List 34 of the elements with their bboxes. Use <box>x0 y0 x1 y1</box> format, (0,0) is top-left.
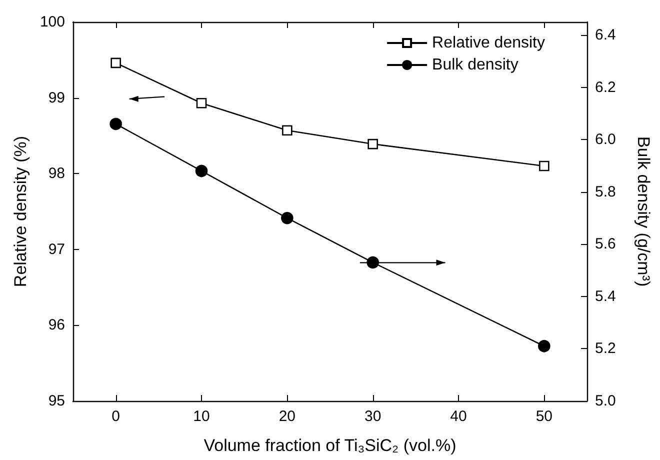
y-tick-label: 96 <box>48 316 65 334</box>
x-tick-label: 30 <box>364 408 382 425</box>
x-tick-label: 40 <box>450 408 467 425</box>
x-tick-label: 50 <box>536 408 553 425</box>
point <box>195 164 208 178</box>
y2-axis-title: Bulk density (g/cm³) <box>634 136 653 287</box>
y2-tick-label: 5.0 <box>595 392 616 410</box>
y2-tick-label: 6.0 <box>595 131 616 148</box>
point <box>538 340 550 352</box>
y-tick-label: 100 <box>40 14 65 30</box>
x-axis-title: Volume fraction of Ti₃SiC₂ (vol.%) <box>204 436 456 455</box>
y-axis-title: Relative density (%) <box>11 136 30 288</box>
point <box>539 160 550 172</box>
y-tick-label: 95 <box>48 392 65 410</box>
y2-tick-label: 5.8 <box>595 183 616 200</box>
y2-tick-label: 5.4 <box>595 288 616 305</box>
x-tick-label: 20 <box>278 408 296 425</box>
y2-tick-label: 6.4 <box>595 26 616 44</box>
x-tick-label: 0 <box>112 408 120 425</box>
point <box>368 138 378 150</box>
point <box>196 98 207 108</box>
point <box>110 118 122 130</box>
point <box>282 125 292 136</box>
point <box>281 212 294 224</box>
x-tick-label: 10 <box>193 408 210 425</box>
legend-label: Bulk density <box>432 56 518 74</box>
point <box>110 58 121 68</box>
y-tick-label: 98 <box>48 165 65 182</box>
legend-label: Relative density <box>432 34 546 52</box>
y-tick-label: 99 <box>48 89 65 106</box>
y2-tick-label: 5.2 <box>595 340 616 358</box>
y2-tick-label: 5.6 <box>595 236 616 253</box>
y2-tick-label: 6.2 <box>595 78 616 96</box>
y-tick-label: 97 <box>48 240 65 258</box>
